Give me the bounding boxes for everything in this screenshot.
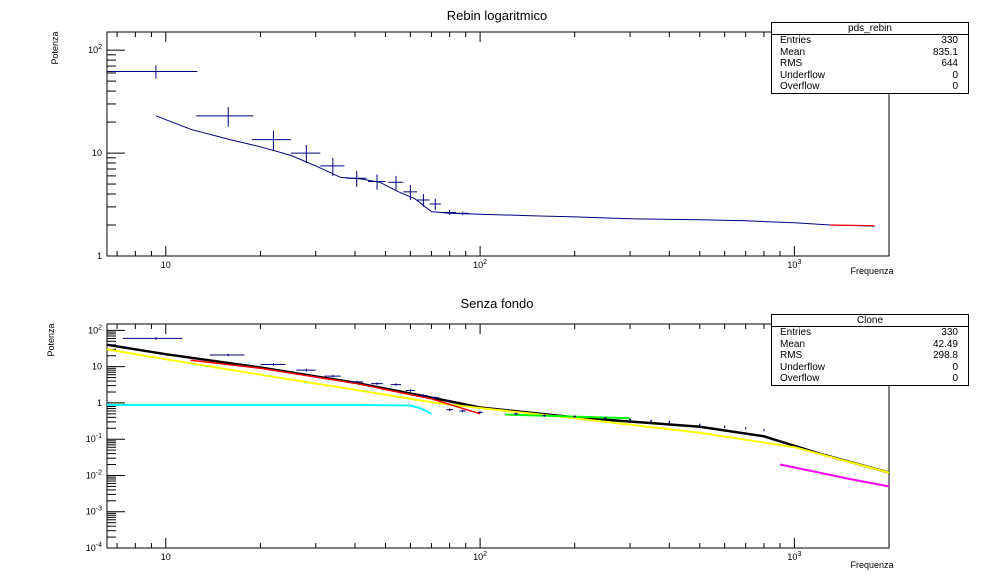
bottom-x-tick-label: 103 bbox=[787, 551, 801, 562]
bottom-chart-title: Senza fondo bbox=[460, 296, 533, 311]
stats-label: Overflow bbox=[780, 373, 820, 384]
bottom-x-tick-label: 102 bbox=[473, 551, 487, 562]
stats-label: Entries bbox=[780, 35, 812, 46]
bottom-x-tick-label: 10 bbox=[161, 552, 171, 562]
bottom-x-axis-label: Frequenza bbox=[850, 560, 893, 570]
top-series-line-spectrum bbox=[155, 115, 875, 227]
stats-value: 0 bbox=[952, 81, 958, 92]
bottom-y-tick-label: 10 bbox=[92, 362, 102, 372]
stats-value: 330 bbox=[941, 327, 958, 338]
stats-row: Entries 330 bbox=[772, 35, 968, 47]
stats-value: 0 bbox=[952, 361, 958, 373]
top-chart-title: Rebin logaritmico bbox=[447, 8, 547, 23]
stats-label: Underflow bbox=[780, 361, 826, 373]
stats-box-top-name: pds_rebin bbox=[772, 23, 968, 35]
stats-label: Underflow bbox=[780, 69, 826, 81]
top-y-tick-label: 102 bbox=[88, 44, 102, 55]
stats-row: RMS 298.8 bbox=[772, 350, 968, 362]
bottom-y-tick-label: 10-2 bbox=[86, 469, 102, 480]
stats-label: Overflow bbox=[780, 81, 820, 92]
top-y-tick-label: 10 bbox=[92, 148, 102, 158]
top-y-axis-label: Potenza bbox=[50, 31, 60, 64]
stats-row: Overflow 0 bbox=[772, 373, 968, 385]
top-x-tick-label: 102 bbox=[473, 259, 487, 270]
stats-row: Underflow 0 bbox=[772, 362, 968, 374]
stats-label: RMS bbox=[780, 58, 803, 69]
bottom-y-tick-label: 10-4 bbox=[86, 542, 102, 553]
top-x-tick-label: 103 bbox=[787, 259, 801, 270]
stats-box-bottom: Clone Entries 330 Mean 42.49 RMS 298.8 Unde… bbox=[771, 314, 969, 386]
stats-label: RMS bbox=[780, 350, 803, 361]
stats-value: 0 bbox=[952, 373, 958, 384]
bottom-y-tick-label: 10-3 bbox=[86, 506, 102, 517]
stats-label: Mean bbox=[780, 46, 806, 58]
bottom-series-line-red-fit bbox=[190, 359, 481, 415]
stats-row: RMS 644 bbox=[772, 58, 968, 70]
bottom-y-axis-label: Potenza bbox=[46, 323, 56, 356]
stats-value: 644 bbox=[941, 58, 958, 69]
stats-value: 298.8 bbox=[932, 350, 958, 361]
top-x-tick-label: 10 bbox=[161, 260, 171, 270]
stats-row: Overflow 0 bbox=[772, 81, 968, 93]
top-x-axis-label: Frequenza bbox=[850, 266, 893, 276]
bottom-y-tick-label: 1 bbox=[97, 398, 102, 408]
stats-box-bottom-name: Clone bbox=[772, 315, 968, 327]
bottom-series-line-yellow-fit bbox=[106, 348, 890, 474]
stats-value: 0 bbox=[952, 69, 958, 81]
stats-row: Mean 42.49 bbox=[772, 339, 968, 351]
top-y-tick-label: 1 bbox=[97, 251, 102, 261]
stats-label: Entries bbox=[780, 327, 812, 338]
bottom-y-tick-label: 102 bbox=[88, 324, 102, 335]
top-red-fit-line bbox=[830, 224, 875, 227]
stats-value: 330 bbox=[941, 35, 958, 46]
top-plot-frame bbox=[106, 31, 890, 257]
bottom-series-line-cyan-fit bbox=[107, 403, 432, 415]
stats-value: 835.1 bbox=[932, 46, 958, 58]
stats-value: 42.49 bbox=[932, 338, 958, 350]
bottom-y-tick-label: 10-1 bbox=[86, 433, 102, 444]
stats-row: Mean 835.1 bbox=[772, 47, 968, 59]
stats-row: Underflow 0 bbox=[772, 70, 968, 82]
bottom-series-line-magenta-fit bbox=[779, 463, 890, 488]
stats-row: Entries 330 bbox=[772, 327, 968, 339]
stats-box-top: pds_rebin Entries 330 Mean 835.1 RMS 644 Un… bbox=[771, 22, 969, 94]
bottom-plot-frame bbox=[106, 323, 890, 549]
stats-label: Mean bbox=[780, 338, 806, 350]
